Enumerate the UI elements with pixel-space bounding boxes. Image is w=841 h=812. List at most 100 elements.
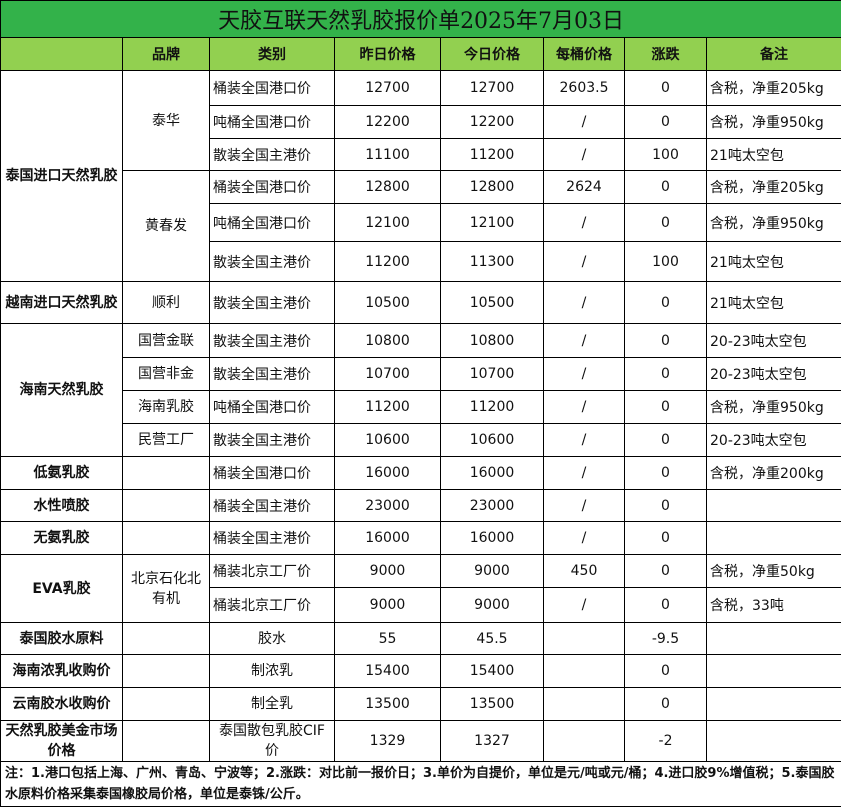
table-row: 无氨乳胶 桶装全国主港价 16000 16000/0	[0, 521, 841, 555]
brand-name	[122, 654, 210, 688]
category-cell: 泰国散包乳胶CIF价	[209, 720, 335, 762]
table-row: 国营非金 散装全国主港价 10700 10700/0 20-23吨太空包	[1, 357, 841, 391]
yesterday-price: 13500	[334, 687, 441, 721]
today-price: 16000	[440, 521, 544, 555]
header-per-barrel: 每桶价格	[543, 37, 625, 71]
header-yesterday: 昨日价格	[334, 37, 441, 71]
header-change: 涨跌	[624, 37, 707, 71]
today-price: 23000	[440, 489, 544, 522]
brand-name: 顺利	[122, 281, 210, 324]
yesterday-price: 10800	[334, 323, 441, 358]
header-brand: 品牌	[122, 37, 210, 71]
yesterday-price: 9000	[334, 554, 441, 588]
category-cell: 散装全国主港价	[209, 323, 335, 358]
brand-name	[122, 720, 210, 762]
brand-name	[122, 456, 210, 490]
change-value: 0	[624, 423, 707, 457]
group-name: 水性喷胶	[0, 489, 123, 522]
today-price: 10600	[440, 423, 544, 457]
per-barrel-price: /	[543, 521, 625, 555]
today-price: 10500	[440, 281, 544, 324]
remark-cell: 21吨太空包	[705, 138, 841, 171]
today-price: 11200	[440, 390, 544, 424]
group-name: 泰国胶水原料	[0, 622, 123, 655]
today-price: 11200	[440, 138, 544, 171]
header-group	[0, 37, 123, 71]
table-row: 海南浓乳收购价 制浓乳 15400 15400 0	[0, 654, 841, 688]
change-value: 0	[624, 456, 707, 490]
table-row: 水性喷胶 桶装全国主港价 23000 23000/0	[0, 489, 841, 522]
header-note: 备注	[705, 37, 841, 71]
today-price: 12700	[440, 70, 544, 106]
per-barrel-price: /	[543, 587, 625, 623]
change-value: 0	[624, 687, 707, 721]
page-title: 天胶互联天然乳胶报价单2025年7月03日	[0, 0, 841, 38]
remark-cell: 20-23吨太空包	[705, 423, 841, 457]
table-row: 海南天然乳胶 国营金联 散装全国主港价 10800 10800/0 20-23吨太空包	[0, 323, 841, 457]
per-barrel-price: /	[543, 105, 625, 139]
yesterday-price: 12700	[334, 70, 441, 106]
yesterday-price: 12800	[334, 170, 441, 204]
header-row: 品牌 类别 昨日价格 今日价格 每桶价格 涨跌 备注	[0, 37, 841, 71]
per-barrel-price: 2603.5	[543, 70, 625, 106]
per-barrel-price: /	[543, 456, 625, 490]
brand-name: 民营工厂	[122, 423, 210, 457]
yesterday-price: 11200	[334, 390, 441, 424]
today-price: 12100	[440, 203, 544, 242]
change-value: 0	[624, 323, 707, 358]
yesterday-price: 12100	[334, 203, 441, 242]
category-cell: 散装全国主港价	[209, 423, 335, 457]
per-barrel-price: /	[543, 357, 625, 391]
remark-cell: 含税，净重205kg	[705, 170, 841, 204]
category-cell: 制浓乳	[209, 654, 335, 688]
change-value: -2	[624, 720, 707, 762]
today-price: 12800	[440, 170, 544, 204]
today-price: 13500	[440, 687, 544, 721]
group-name: 云南胶水收购价	[0, 687, 123, 721]
yesterday-price: 10700	[334, 357, 441, 391]
per-barrel-price	[543, 622, 625, 655]
remark-cell: 21吨太空包	[705, 241, 841, 282]
table-row: EVA乳胶 北京石化北有机 桶装北京工厂价 9000 9000 450 0 含税，净重50kg	[0, 554, 841, 623]
today-price: 1327	[440, 720, 544, 762]
yesterday-price: 11200	[334, 241, 441, 282]
per-barrel-price: /	[543, 138, 625, 171]
brand-name	[122, 622, 210, 655]
table-row: 散装全国主港价 11200 11300/100 21吨太空包	[1, 241, 841, 282]
category-cell: 吨桶全国港口价	[209, 390, 335, 424]
yesterday-price: 9000	[334, 587, 441, 623]
category-cell: 吨桶全国港口价	[209, 203, 335, 242]
group-name: 泰国进口天然乳胶	[0, 70, 123, 282]
category-cell: 吨桶全国港口价	[209, 105, 335, 139]
table-row: 桶装北京工厂价 9000 9000/0 含税，33吨	[1, 587, 841, 623]
change-value: 0	[624, 489, 707, 522]
brand-name: 海南乳胶	[122, 390, 210, 424]
per-barrel-price: /	[543, 423, 625, 457]
table-row: 吨桶全国港口价 12200 12200/0 含税，净重950kg	[1, 105, 841, 139]
category-cell: 散装全国主港价	[209, 281, 335, 324]
table-row: 民营工厂 散装全国主港价 10600 10600/0 20-23吨太空包	[1, 423, 841, 457]
category-cell: 胶水	[209, 622, 335, 655]
group-name: 越南进口天然乳胶	[0, 281, 123, 324]
brand-name: 国营金联	[122, 323, 210, 358]
category-cell: 桶装北京工厂价	[209, 587, 335, 623]
change-value: 0	[624, 654, 707, 688]
change-value: 0	[624, 105, 707, 139]
table-row: 天然乳胶美金市场价格 泰国散包乳胶CIF价 1329 1327 -2	[0, 720, 841, 762]
brand-name: 北京石化北有机	[122, 554, 210, 623]
yesterday-price: 16000	[334, 521, 441, 555]
brand-name	[122, 489, 210, 522]
remark-cell	[705, 489, 841, 522]
remark-cell: 20-23吨太空包	[705, 323, 841, 358]
today-price: 10700	[440, 357, 544, 391]
remark-cell: 含税，净重200kg	[705, 456, 841, 490]
change-value: 0	[624, 170, 707, 204]
remark-cell: 含税，33吨	[705, 587, 841, 623]
remark-cell: 含税，净重950kg	[705, 390, 841, 424]
change-value: 0	[624, 554, 707, 588]
per-barrel-price	[543, 654, 625, 688]
table-body: 泰国进口天然乳胶 泰华 桶装全国港口价 12700 12700 2603.5 0 含税，净重2…	[0, 70, 841, 762]
brand-name: 黄春发	[122, 170, 210, 282]
remark-cell	[705, 687, 841, 721]
yesterday-price: 12200	[334, 105, 441, 139]
